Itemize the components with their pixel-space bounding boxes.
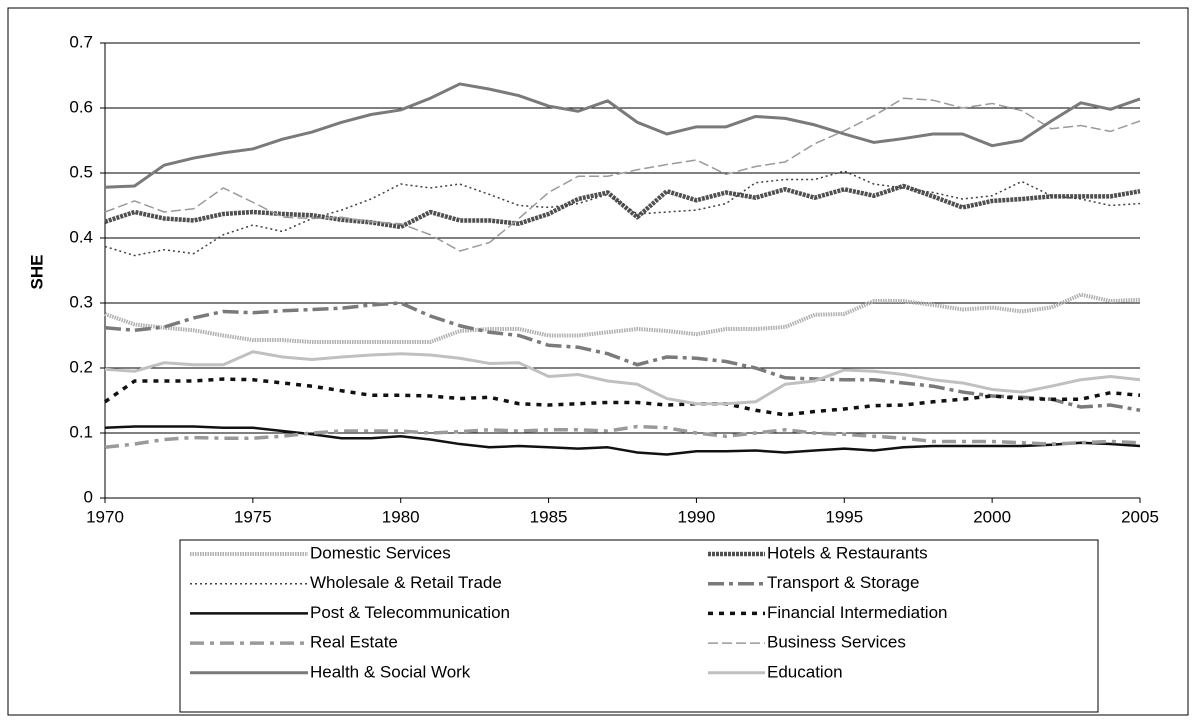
y-tick-label: 0.6 [69, 97, 93, 116]
series-line [104, 292, 1141, 344]
x-tick-label: 2000 [973, 507, 1011, 526]
legend-label: Transport & Storage [767, 573, 919, 592]
y-tick-label: 0 [84, 487, 93, 506]
x-tick-label: 1985 [530, 507, 568, 526]
series-line [104, 424, 1141, 450]
legend-label: Wholesale & Retail Trade [310, 573, 502, 592]
chart-border [7, 7, 1189, 716]
y-tick-label: 0.5 [69, 162, 93, 181]
x-tick-label: 1995 [825, 507, 863, 526]
series-line [104, 350, 1141, 406]
y-tick-label: 0.1 [69, 422, 93, 441]
series-line [104, 97, 1141, 252]
series-line [104, 301, 1141, 412]
series-line [104, 170, 1141, 257]
legend-label: Business Services [767, 633, 906, 652]
legend-box [179, 539, 1099, 713]
legend-label: Real Estate [310, 633, 398, 652]
legend-label: Hotels & Restaurants [767, 543, 928, 562]
series-line [104, 425, 1141, 456]
x-tick-label: 1990 [678, 507, 716, 526]
legend-label: Post & Telecommunication [310, 603, 510, 622]
legend-label: Domestic Services [310, 543, 451, 562]
y-axis-label: SHE [27, 255, 46, 290]
x-tick-label: 1970 [86, 507, 124, 526]
x-tick-label: 1980 [382, 507, 420, 526]
legend-label: Financial Intermediation [767, 603, 947, 622]
legend-label: Health & Social Work [310, 662, 471, 681]
y-tick-label: 0.3 [69, 292, 93, 311]
y-tick-label: 0.2 [69, 357, 93, 376]
y-tick-label: 0.4 [69, 227, 93, 246]
x-tick-label: 2005 [1121, 507, 1159, 526]
legend-label: Education [767, 662, 843, 681]
x-tick-label: 1975 [234, 507, 272, 526]
series-line [104, 82, 1141, 189]
y-tick-label: 0.7 [69, 32, 93, 51]
series-line [103, 377, 1141, 417]
